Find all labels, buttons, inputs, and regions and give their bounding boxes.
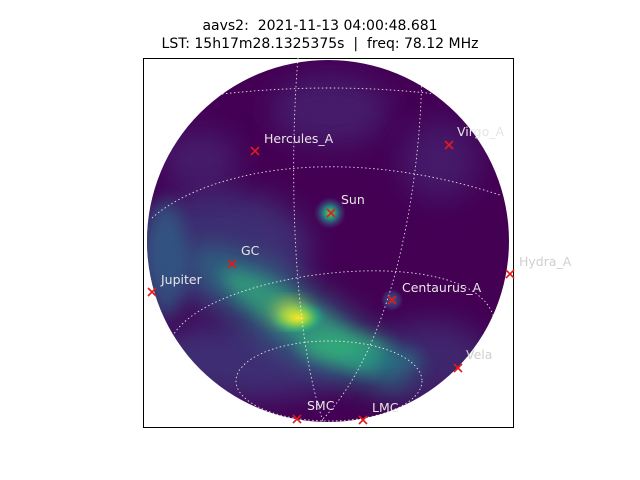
figure-title-lst-frequency: LST: 15h17m28.1325375s | freq: 78.12 MHz [161,36,479,52]
source-marker-hercules-a [250,146,260,156]
source-label-lmc: LMC [372,400,399,415]
source-marker-virgo-a [444,140,454,150]
source-label-sun: Sun [341,192,365,207]
source-label-vela: Vela [466,347,492,362]
source-label-virgo-a: Virgo_A [457,124,505,139]
source-marker-smc [292,414,302,424]
source-label-jupiter: Jupiter [160,272,203,287]
source-markers: Hercules_A Virgo_A Sun GC Hydra_A Jupiter Cent… [147,124,572,425]
source-marker-lmc [358,415,368,425]
source-label-hercules-a: Hercules_A [264,131,334,146]
source-label-smc: SMC [307,398,335,413]
sky-disk [147,60,509,422]
figure-title-station-time: aavs2: 2021-11-13 04:00:48.681 [202,18,438,34]
source-marker-hydra-a [505,269,515,279]
source-label-gc: GC [241,243,260,258]
coordinate-grid [151,57,501,428]
source-marker-centaurus-a [387,295,397,305]
source-marker-gc [227,259,237,269]
source-marker-vela [453,363,463,373]
source-marker-jupiter [147,287,157,297]
source-label-centaurus-a: Centaurus_A [402,280,482,295]
source-marker-sun [326,208,336,218]
source-label-hydra-a: Hydra_A [519,254,572,269]
